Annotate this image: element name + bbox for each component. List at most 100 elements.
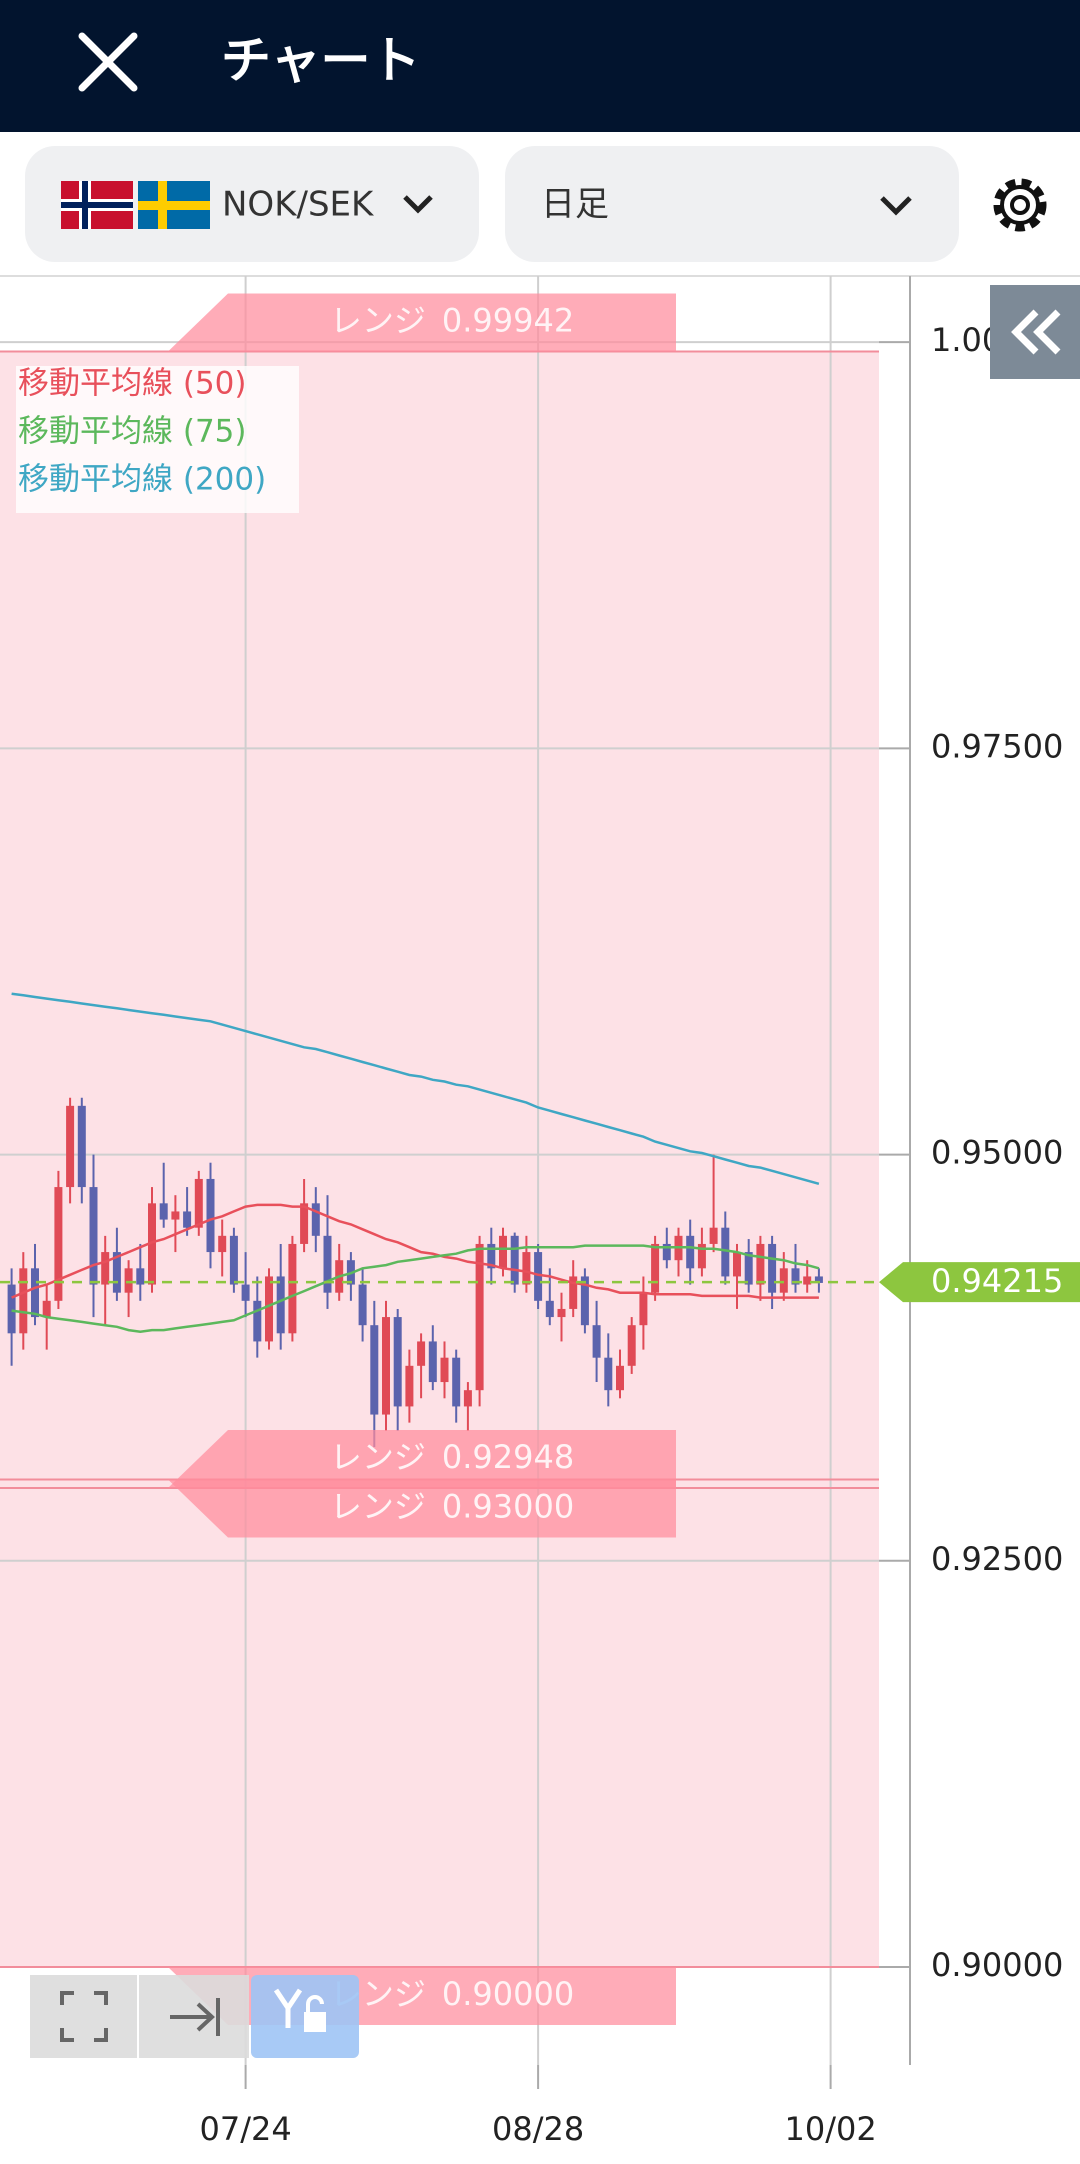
candle-body [101,1252,110,1285]
candle-body [405,1365,414,1407]
close-button[interactable] [78,32,138,92]
timeframe-selector[interactable] [505,146,959,262]
x-tick-label: 08/28 [492,2110,584,2148]
candle-body [709,1227,718,1244]
legend-box [16,366,299,513]
candle-body [218,1235,227,1253]
candle-body [311,1203,320,1236]
candle-body [323,1235,332,1293]
candle-body [382,1317,390,1415]
candle-body [159,1203,168,1220]
candle-body [499,1235,507,1269]
candle-body [534,1252,543,1301]
candle-body [779,1268,788,1293]
candle-body [756,1243,765,1285]
range-band [0,351,879,1968]
range-tag-text: レンジ 0.99942 [330,302,574,340]
candle-body [475,1243,484,1391]
candle-body [194,1178,203,1228]
candle-body [627,1325,636,1366]
candle-body [77,1105,86,1188]
app-header [0,0,1080,132]
x-tick-label: 10/02 [784,2110,876,2148]
legend-entry: 移動平均線 (50) [18,366,247,402]
candle-body [31,1268,39,1318]
range-tag [168,1479,676,1538]
candle-body [124,1268,133,1293]
candle-body [616,1365,624,1391]
chevron [403,195,433,214]
range-name: レンジ [330,302,426,340]
range-value: 0.93000 [442,1488,574,1526]
header-title: チャート [221,32,421,90]
candle-body [253,1300,262,1342]
y-tick-label: 0.97500 [931,727,1063,765]
candle-body [791,1268,800,1285]
candle-body [171,1211,180,1220]
candle-body [510,1235,519,1285]
plot-area [0,276,879,2065]
candle-body [733,1252,741,1277]
chart-toolbar [30,1975,359,2058]
candle-body [393,1317,402,1407]
candle-body [721,1227,730,1277]
candle-body [814,1276,823,1283]
legend-entry: 移動平均線 (75) [18,414,247,450]
candle-body [662,1243,671,1261]
pair-selector[interactable] [25,146,479,262]
candle-body [66,1105,75,1188]
sweden-flag [138,181,210,229]
chevron [880,196,912,216]
candle-body [639,1292,648,1326]
candle-body [183,1211,192,1228]
candle-body [89,1187,98,1285]
current-price-label: 0.94215 [931,1262,1063,1300]
candle-body [697,1243,706,1269]
candle-body [54,1187,63,1301]
candle-body [300,1203,309,1244]
candle-body [768,1243,777,1293]
ma-line [11,1203,819,1299]
candle-body [112,1252,121,1293]
candle-body [265,1276,273,1342]
y-tick-label: 0.90000 [931,1946,1063,1984]
ma-line [11,992,820,1186]
candle-body [358,1284,367,1326]
current-price-tag [879,1262,1080,1303]
candle-body [487,1243,496,1269]
candle-body [569,1276,578,1309]
candle-body [580,1276,589,1326]
ma-line [11,1244,820,1333]
candle-body [370,1325,379,1415]
range-tag-text: レンジ 0.93000 [330,1488,574,1526]
norway-flag [61,181,133,229]
y-tick-label: 0.92500 [931,1540,1063,1578]
fullscreen-button[interactable] [30,1975,137,2058]
pair-label: NOK/SEK [222,185,375,225]
candle-body [42,1300,51,1318]
x-tick-label: 07/24 [199,2110,291,2148]
candle-body [428,1341,437,1383]
range-tag-text: レンジ 0.92948 [330,1438,574,1476]
candle-body [592,1325,601,1358]
legend-entry: 移動平均線 (200) [18,462,266,498]
range-tag [168,293,676,352]
candle-body [241,1284,250,1301]
candle-body [148,1203,156,1285]
collapse-button[interactable] [990,285,1080,379]
candle-body [651,1243,660,1293]
candle-body [604,1357,613,1391]
settings-button[interactable] [993,178,1047,232]
candle-body [229,1235,238,1285]
candle-body [744,1252,753,1285]
range-value: 0.90000 [442,1975,574,2013]
range-name: レンジ [330,1488,426,1526]
candle-body [417,1341,426,1366]
range-value: 0.99942 [442,302,574,340]
candle-body [463,1390,472,1407]
candle-body [276,1276,285,1334]
candle-body [288,1243,297,1334]
candle-body [440,1357,449,1383]
